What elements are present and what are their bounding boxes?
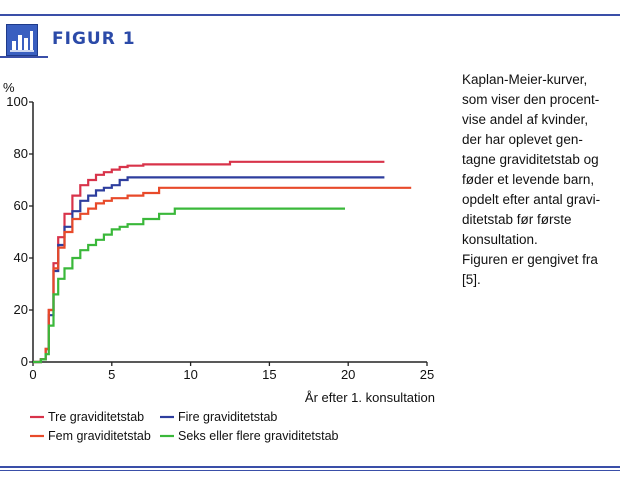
caption-line: vise andel af kvinder, [462,112,589,127]
x-tick-label: 25 [420,367,434,382]
x-tick-label: 0 [29,367,36,382]
y-tick-label: 60 [14,198,28,213]
caption-line: som viser den procent- [462,92,600,107]
caption-source-line: Figuren er gengivet fra [462,252,598,267]
series-line [33,186,412,364]
caption-line: konsultation. [462,232,538,247]
caption-source-line: [5]. [462,272,481,287]
legend-label: Seks eller flere graviditetstab [178,429,339,443]
y-tick-label: 0 [21,354,28,369]
bottom-rule-thin [0,470,620,471]
x-tick-label: 20 [341,367,355,382]
legend-label: Fire graviditetstab [178,410,277,424]
caption-line: ditetstab før første [462,212,572,227]
caption-line: tagne graviditetstab og [462,152,599,167]
caption-line: opdelt efter antal gravi- [462,192,601,207]
figure-caption: Kaplan-Meier-kurver, som viser den proce… [462,70,618,290]
y-axis-label: % [3,80,15,95]
x-tick-label: 10 [183,367,197,382]
top-rule [0,14,620,16]
y-tick-label: 100 [6,94,28,109]
x-axis-label: År efter 1. konsultation [305,390,435,405]
legend-label: Tre graviditetstab [48,410,144,424]
x-tick-label: 15 [262,367,276,382]
y-tick-label: 80 [14,146,28,161]
series-line [33,160,385,364]
bottom-rule [0,466,620,468]
figure-label: FIGUR 1 [52,29,136,49]
bar-chart-icon [6,24,38,56]
series-line [33,176,385,364]
y-tick-label: 40 [14,250,28,265]
caption-line: føder et levende barn, [462,172,595,187]
series-line [33,207,345,364]
y-tick-label: 20 [14,302,28,317]
x-tick-label: 5 [108,367,115,382]
caption-line: der har oplevet gen- [462,132,583,147]
kaplan-meier-chart: 0 20 40 60 80 100 0 5 10 15 20 25% År efter 1. konsu… [3,80,435,443]
legend-label: Fem graviditetstab [48,429,151,443]
caption-line: Kaplan-Meier-kurver, [462,72,588,87]
figure-label-underline [0,56,48,58]
